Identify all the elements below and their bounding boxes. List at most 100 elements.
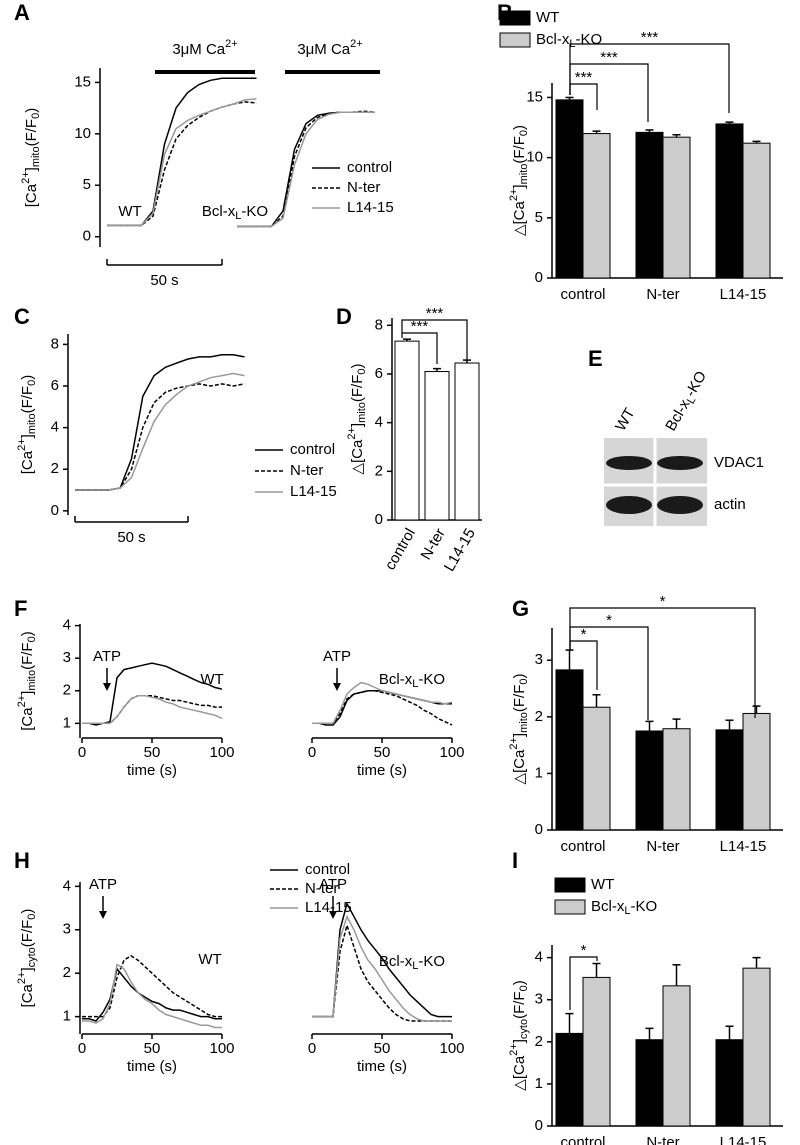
- panel-letter: F: [14, 596, 27, 621]
- y-axis-label-part: mito: [30, 146, 42, 167]
- y-tick-label: 2: [63, 682, 71, 699]
- y-axis-label-part: (F/F: [511, 136, 528, 164]
- significance-label: *: [581, 626, 587, 643]
- panel-letter: G: [512, 596, 529, 621]
- y-axis-label-part: [Ca: [19, 983, 36, 1007]
- y-axis-label: △[Ca2+]cyto(F/F0): [508, 980, 530, 1090]
- y-tick-label: 5: [83, 176, 91, 193]
- y-tick-label: 0: [535, 1117, 543, 1134]
- trace: [312, 690, 452, 726]
- significance-label: ***: [411, 318, 429, 335]
- legend-label: control: [290, 441, 335, 458]
- legend-label-part: -KO: [630, 898, 657, 915]
- y-axis-label-part: ]: [349, 423, 366, 427]
- y-axis-label: [Ca2+]mito(F/F0): [16, 375, 38, 474]
- bar: [582, 706, 611, 831]
- x-axis-label: time (s): [357, 762, 407, 779]
- y-axis-label-part: ): [349, 363, 366, 368]
- group-label: WT: [118, 203, 141, 220]
- y-tick-label: 6: [51, 377, 59, 394]
- y-axis-label-part: 2+: [16, 972, 28, 985]
- y-axis-label: [Ca2+]cyto(F/F0): [16, 909, 38, 1008]
- y-axis-label-part: ): [511, 125, 528, 130]
- trace: [82, 694, 222, 725]
- trace: [75, 372, 245, 491]
- y-axis-label-part: △[Ca: [349, 439, 366, 475]
- y-axis-label-part: (F/F: [19, 642, 36, 670]
- legend-label-part: -KO: [575, 31, 602, 48]
- y-tick-label: 3: [63, 921, 71, 938]
- trace: [312, 922, 452, 1022]
- x-axis-label: time (s): [127, 762, 177, 779]
- lane-label: WT: [612, 405, 638, 434]
- y-tick-label: 8: [375, 316, 383, 333]
- y-tick-label: 8: [51, 335, 59, 352]
- trace: [82, 967, 222, 1022]
- arrow-head: [103, 683, 111, 691]
- y-axis-label-part: mito: [518, 712, 530, 733]
- legend-label: N-ter: [347, 179, 380, 196]
- legend-label: control: [305, 861, 350, 878]
- group-label-part: Bcl-x: [202, 203, 236, 220]
- x-tick-label: N-ter: [418, 525, 449, 562]
- group-label-part: L: [235, 210, 241, 222]
- y-axis-label-part: ): [19, 375, 36, 380]
- bar: [742, 712, 771, 831]
- significance-label: *: [606, 612, 612, 629]
- y-axis-label-part: (F/F: [511, 685, 528, 713]
- x-tick-label: 50: [374, 1040, 391, 1057]
- x-tick-label: L14-15: [720, 838, 767, 855]
- stimulus-label-part: 3μM Ca: [297, 41, 350, 58]
- bar: [582, 976, 611, 1127]
- x-tick-label: control: [560, 1134, 605, 1145]
- y-axis-label-part: (F/F: [19, 920, 36, 948]
- significance-bracket: [569, 607, 756, 718]
- scale-bar-label: 50 s: [117, 529, 145, 546]
- bar: [715, 123, 744, 279]
- x-tick-label: 100: [439, 744, 464, 761]
- y-axis-label-part: ): [511, 980, 528, 985]
- y-axis-label-part: (F/F: [349, 375, 366, 403]
- stimulus-label-part: 3μM Ca: [172, 41, 225, 58]
- stimulus-bar: [285, 70, 380, 74]
- x-tick-label: N-ter: [646, 286, 679, 303]
- y-axis-label: [Ca2+]mito(F/F0): [20, 108, 42, 207]
- bar: [394, 340, 420, 521]
- y-axis-label-part: (F/F: [23, 119, 40, 147]
- y-tick-label: 0: [535, 269, 543, 286]
- x-tick-label: L14-15: [720, 286, 767, 303]
- y-axis-label-part: ): [511, 673, 528, 678]
- legend-swatch: [499, 10, 531, 26]
- trace: [75, 383, 245, 491]
- group-label-part: Bcl-x: [379, 671, 413, 688]
- x-tick-label: 50: [144, 1040, 161, 1057]
- y-axis-label-part: 0: [518, 130, 530, 136]
- y-tick-label: 3: [63, 649, 71, 666]
- group-label: Bcl-xL-KO: [379, 953, 445, 972]
- x-tick-label: 100: [209, 744, 234, 761]
- panel-letter: C: [14, 304, 30, 329]
- legend-swatch: [554, 877, 586, 893]
- blot-band: [657, 456, 703, 470]
- panel-letter: H: [14, 848, 30, 873]
- x-tick-label: 0: [308, 1040, 316, 1057]
- y-tick-label: 4: [63, 617, 71, 634]
- stimulus-label: ATP: [323, 648, 351, 665]
- x-tick-label: N-ter: [646, 1134, 679, 1145]
- bar: [742, 142, 771, 279]
- legend-label: control: [347, 159, 392, 176]
- y-tick-label: 2: [535, 708, 543, 725]
- bar: [742, 967, 771, 1127]
- trace: [107, 98, 257, 227]
- bar: [555, 669, 584, 831]
- trace: [82, 963, 222, 1029]
- y-axis-label-part: cyto: [518, 1019, 530, 1039]
- stimulus-label-part: 2+: [225, 38, 238, 50]
- stimulus-label: ATP: [319, 876, 347, 893]
- y-axis-label-part: 0: [26, 914, 38, 920]
- significance-label: *: [660, 593, 666, 610]
- y-tick-label: 1: [535, 764, 543, 781]
- arrow-head: [333, 683, 341, 691]
- bar: [635, 730, 664, 831]
- y-tick-label: 0: [535, 821, 543, 838]
